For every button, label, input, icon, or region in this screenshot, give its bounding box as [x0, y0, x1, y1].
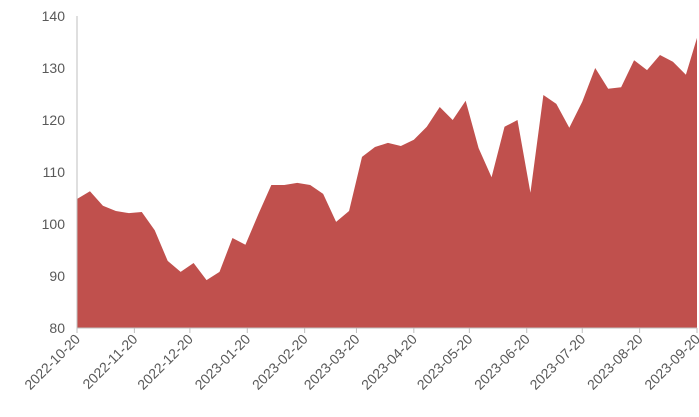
x-tick-label: 2023-09-20 — [641, 331, 699, 393]
y-tick-label: 120 — [42, 112, 66, 128]
x-tick-label: 2023-06-20 — [471, 331, 533, 393]
y-tick-label: 130 — [42, 60, 66, 76]
x-tick-label: 2023-07-20 — [526, 331, 588, 393]
x-tick-label: 2022-11-20 — [79, 331, 140, 392]
x-tick-label: 2022-10-20 — [21, 331, 83, 393]
x-tick-label: 2023-05-20 — [414, 331, 476, 393]
y-tick-label: 140 — [42, 8, 66, 24]
x-tick-label: 2022-12-20 — [134, 331, 196, 393]
y-tick-label: 80 — [49, 320, 65, 336]
x-tick-label: 2023-04-20 — [358, 331, 420, 393]
x-tick-label: 2023-03-20 — [301, 331, 363, 393]
x-tick-label: 2023-01-20 — [191, 331, 253, 393]
area — [77, 37, 697, 329]
y-tick-label: 100 — [42, 216, 66, 232]
y-tick-label: 90 — [49, 268, 65, 284]
y-tick-label: 110 — [43, 164, 66, 180]
x-tick-label: 2023-08-20 — [584, 331, 646, 393]
